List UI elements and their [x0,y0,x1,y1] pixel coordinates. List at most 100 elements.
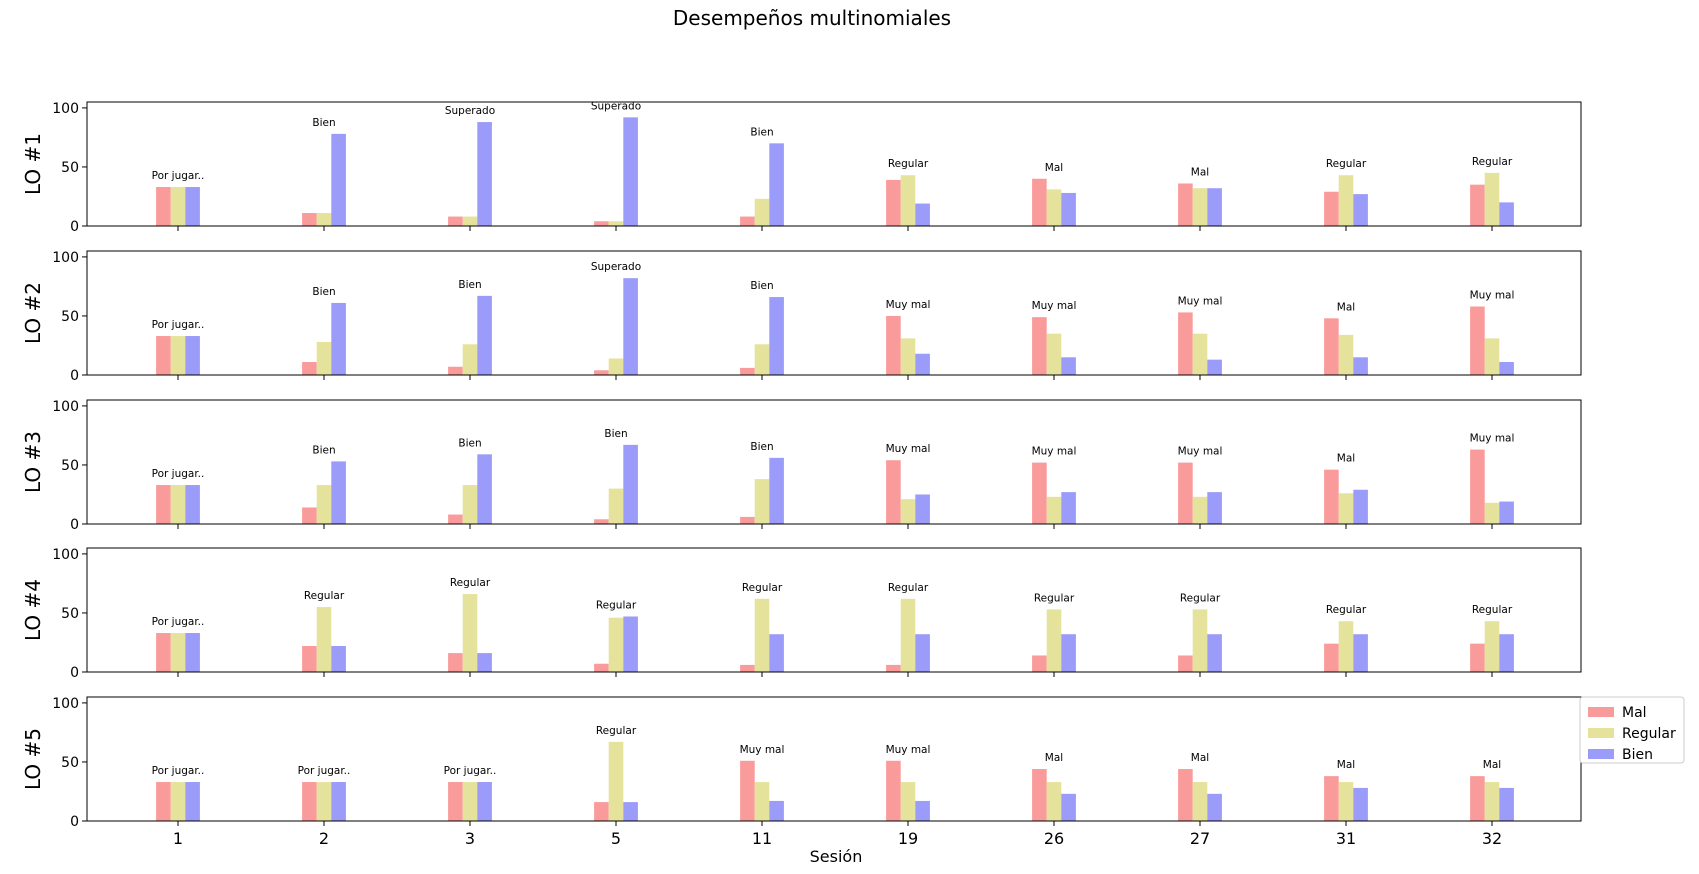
y-axis-label: LO #1 [21,133,45,195]
bar-annotation: Por jugar.. [152,765,205,777]
bar [1061,634,1076,672]
bar [185,782,200,821]
y-tick-label: 50 [61,160,79,176]
x-tick-label: 31 [1336,829,1356,848]
x-tick-label: 32 [1482,829,1502,848]
bar [1207,793,1222,821]
bar [156,485,171,524]
bar [185,633,200,672]
bar [740,216,755,226]
bar [316,485,332,524]
bar [1338,175,1354,226]
bar [754,598,770,672]
subplot-2: Por jugar.. Bien Bien Superado Bien Muy mal Mu… [21,250,1582,384]
bar [769,297,784,375]
bar-annotation: Mal [1337,759,1355,771]
plot-frame [86,399,1582,525]
bar [1338,493,1354,524]
y-tick-label: 100 [52,399,79,415]
bar [769,634,784,672]
bar [477,454,492,524]
bar [462,344,478,375]
bar [1353,634,1368,672]
bar-annotation: Regular [1034,592,1075,604]
bar [1470,776,1485,821]
y-axis-label: LO #4 [21,579,45,641]
x-tick-label: 1 [173,829,183,848]
bar [448,366,463,375]
bar-annotation: Bien [312,117,335,129]
bar-annotation: Regular [596,599,637,611]
y-tick-label: 100 [52,547,79,563]
bar [623,616,638,672]
bar [156,782,171,821]
y-tick-label: 0 [70,517,79,533]
bar [1178,462,1193,524]
bar [900,598,916,672]
bar [1032,178,1047,226]
bar [1192,188,1208,226]
bar [302,362,317,375]
bar [477,653,492,672]
bar [156,336,171,375]
bar [170,782,186,821]
bar [185,485,200,524]
x-tick-label: 19 [898,829,918,848]
legend-label: Mal [1622,705,1647,721]
legend-swatch [1588,707,1614,717]
bar [1324,643,1339,672]
y-axis-label: LO #2 [21,282,45,344]
bar [1032,462,1047,524]
bar [1484,782,1500,821]
bar-annotation: Bien [750,126,773,138]
bar-annotation: Regular [742,582,783,594]
bar-annotation: Regular [1326,158,1367,170]
bar [331,646,346,672]
plot-frame [86,547,1582,673]
bar [1324,469,1339,524]
bar [1178,183,1193,226]
legend-swatch [1588,749,1614,759]
bar [900,499,916,524]
bar [1338,782,1354,821]
subplot-3: Por jugar.. Bien Bien Bien Bien Muy mal Muy ma… [21,399,1582,533]
bar-annotation: Mal [1483,759,1501,771]
y-axis-label: LO #3 [21,431,45,493]
x-tick-label: 2 [319,829,329,848]
bar [1353,357,1368,375]
bar-annotation: Mal [1045,162,1063,174]
bar [331,133,346,226]
bar [886,460,901,524]
bar-annotation: Muy mal [886,299,931,311]
bar-annotation: Regular [596,725,637,737]
bar [302,646,317,672]
bar [1192,496,1208,524]
subplots: Por jugar.. Bien Superado Superado Bien Regul… [21,100,1582,848]
bar [769,800,784,821]
bar [462,485,478,524]
bar-annotation: Regular [1472,156,1513,168]
subplot-1: Por jugar.. Bien Superado Superado Bien Regul… [21,100,1582,235]
bar [302,782,317,821]
bar [462,782,478,821]
bar [1046,333,1062,375]
bar [316,782,332,821]
bar [915,800,930,821]
y-tick-label: 100 [52,696,79,712]
bar [915,634,930,672]
bar [477,122,492,226]
bar [1061,793,1076,821]
bar [1046,189,1062,226]
bar [1353,489,1368,524]
bar [462,216,478,226]
bar [1324,776,1339,821]
bar [1046,496,1062,524]
bar [900,782,916,821]
y-axis-label: LO #5 [21,728,45,790]
bar-annotation: Mal [1191,166,1209,178]
bar [1046,782,1062,821]
bar [170,485,186,524]
bar [1207,188,1222,226]
bar [1061,492,1076,524]
